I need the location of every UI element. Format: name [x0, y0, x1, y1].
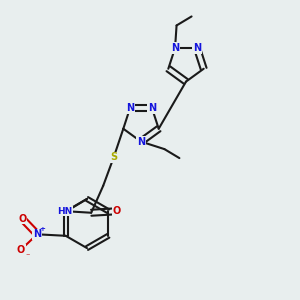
Text: N: N — [137, 136, 145, 147]
Text: ⁻: ⁻ — [25, 251, 29, 260]
Text: O: O — [18, 214, 26, 224]
Text: N: N — [148, 103, 156, 113]
Text: N: N — [126, 103, 134, 113]
Text: S: S — [110, 152, 117, 162]
Text: N: N — [193, 43, 201, 53]
Text: O: O — [112, 206, 121, 216]
Text: N: N — [33, 229, 41, 239]
Text: O: O — [16, 245, 25, 255]
Text: HN: HN — [58, 207, 73, 216]
Text: N: N — [171, 43, 179, 53]
Text: +: + — [39, 226, 45, 232]
